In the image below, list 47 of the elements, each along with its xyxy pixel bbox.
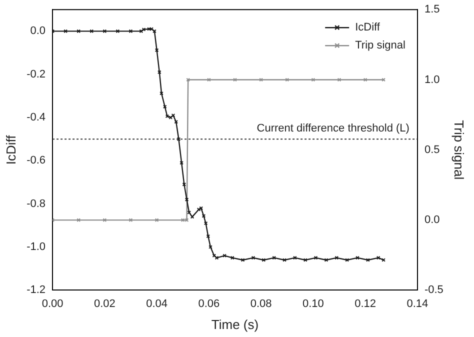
y-tick-label: -1.0 (26, 241, 46, 254)
x-axis-title: Time (s) (211, 316, 259, 332)
point (76, 29, 81, 34)
x-tick-label: 0.06 (198, 298, 220, 310)
y-tick-label: -0.4 (26, 112, 46, 124)
y2-tick-label: 1.5 (424, 4, 440, 16)
point (251, 256, 256, 260)
point (102, 29, 107, 34)
point (90, 29, 94, 34)
y-tick-label: -0.6 (26, 154, 46, 167)
point (356, 256, 360, 260)
y-tick-label: -0.2 (26, 68, 46, 80)
y-axis-title: IcDiff (3, 134, 18, 165)
point (206, 234, 210, 238)
point (154, 48, 159, 52)
point (334, 256, 339, 260)
x-tick-label: 0.00 (42, 298, 64, 310)
point (165, 114, 170, 118)
point (171, 113, 176, 118)
point (314, 256, 318, 260)
x-tick-label: 0.04 (146, 298, 168, 310)
point (116, 29, 120, 34)
point (376, 256, 380, 260)
x-tick-label: 0.14 (406, 298, 428, 310)
y2-axis-title: Trip signal (452, 120, 467, 180)
y-tick-label: -0.8 (26, 198, 46, 210)
point (240, 258, 245, 262)
point (262, 258, 266, 262)
ref-line-label: Current difference threshold (L) (256, 122, 410, 135)
point (128, 29, 133, 34)
x-tick-label: 0.12 (354, 298, 376, 310)
point (214, 256, 219, 260)
x-tick-label: 0.10 (302, 298, 324, 310)
x-tick-label: 0.02 (94, 298, 116, 310)
point (204, 221, 208, 226)
point (190, 214, 194, 219)
y-tick-label: -1.2 (26, 284, 46, 296)
y2-tick-label: 0.5 (424, 144, 440, 156)
point (199, 206, 204, 210)
y2-tick-label: -0.5 (424, 284, 444, 296)
y2-tick-label: 1.0 (424, 74, 440, 86)
y2-tick-label: 0.0 (424, 214, 440, 226)
legend-label: IcDiff (355, 22, 381, 34)
point (162, 104, 167, 109)
y-tick-label: 0.0 (30, 25, 46, 38)
legend-label: Trip signal (355, 40, 406, 52)
x-tick-label: 0.08 (250, 298, 272, 310)
